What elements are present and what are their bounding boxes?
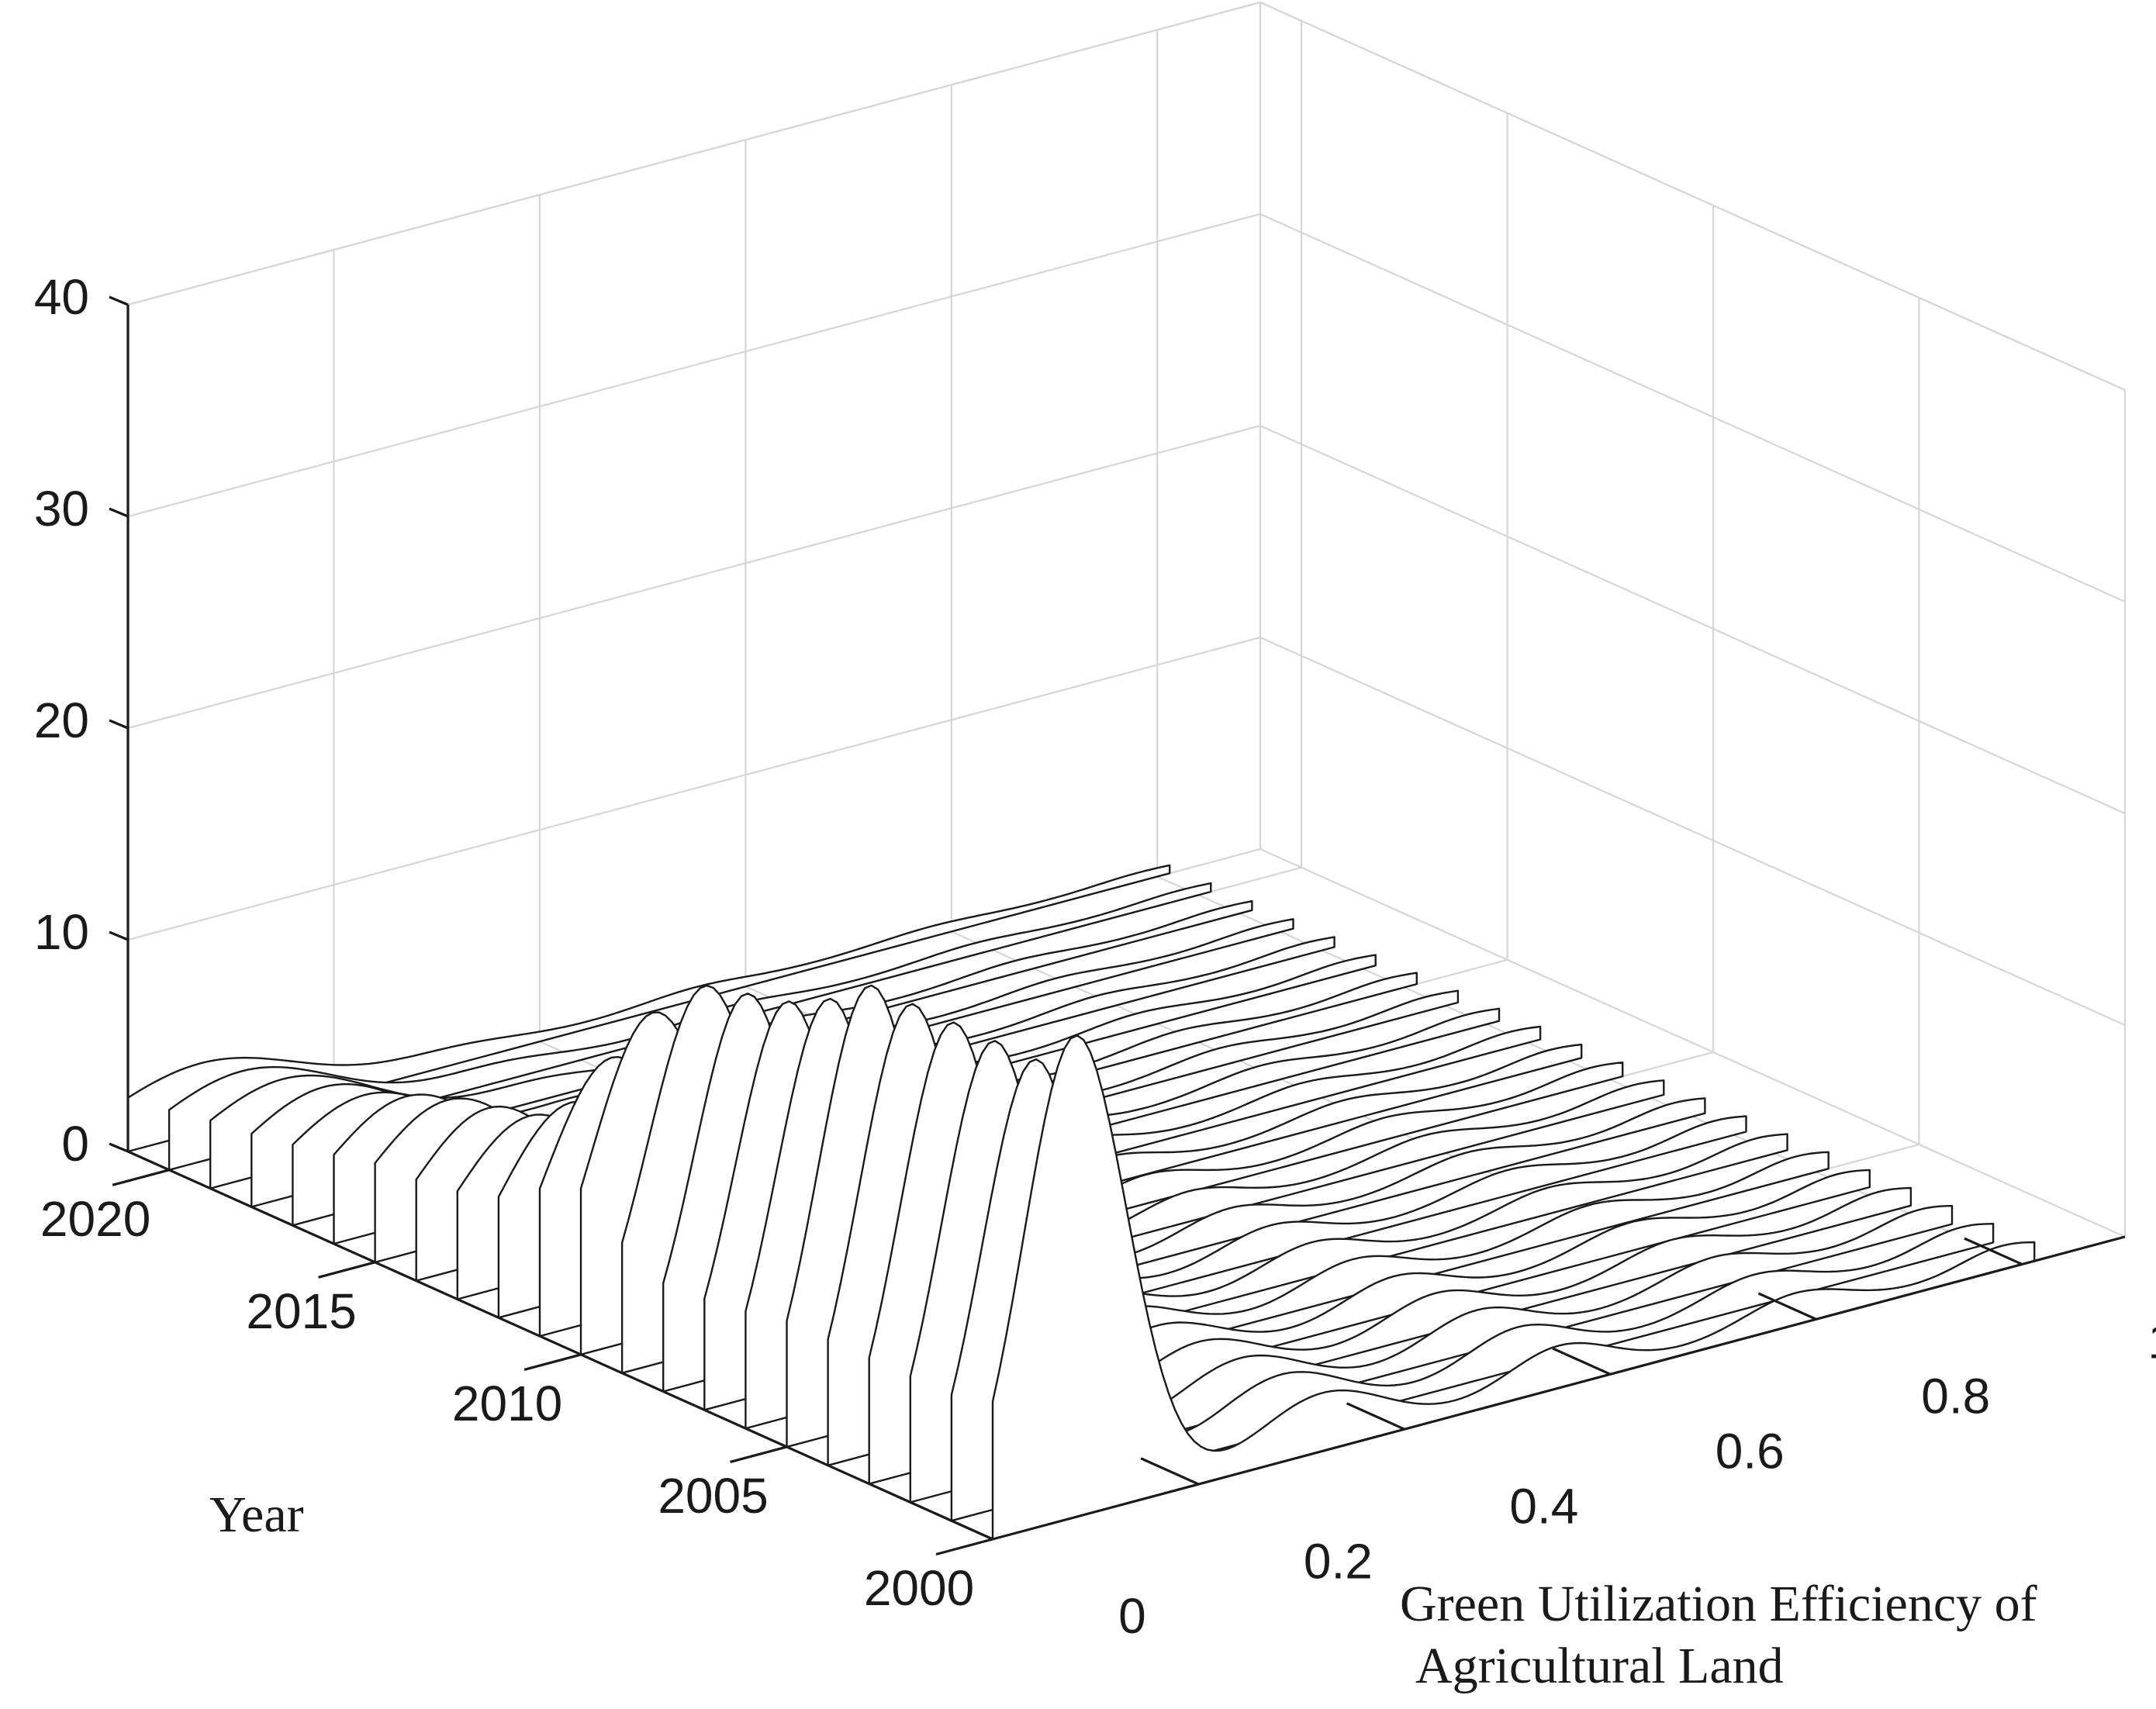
density-ridge-2000	[991, 1034, 2036, 1541]
z-tick-label: 20	[34, 692, 89, 748]
x-tick-label: 0.2	[1304, 1533, 1373, 1589]
density-ridge-2021	[126, 864, 1171, 1153]
x-tick-mark	[1140, 1457, 1200, 1486]
z-tick-mark	[109, 295, 129, 306]
x-tick-mark	[1552, 1347, 1612, 1376]
grid-line	[1259, 1, 2126, 392]
grid-line	[1259, 848, 2126, 1238]
z-tick-label: 0	[61, 1116, 89, 1172]
x-tick-label: 1	[2147, 1314, 2156, 1369]
x-tick-mark	[1964, 1237, 2023, 1265]
grid-line	[1259, 212, 2126, 603]
x-tick-mark	[1346, 1402, 1405, 1431]
grid-line	[127, 1, 1261, 306]
year-tick-label: 2010	[452, 1376, 562, 1431]
x-tick-label: 0.6	[1715, 1423, 1785, 1479]
axis-labels: Year Green Utilization Efficiency of Agri…	[209, 1486, 2037, 1694]
grid-line	[127, 212, 1261, 518]
x-axis-label-line: Agricultural Land	[1415, 1638, 1784, 1694]
z-tick-label: 40	[34, 269, 89, 325]
year-tick-label: 2020	[40, 1191, 150, 1247]
z-tick-mark	[109, 507, 129, 518]
x-tick-label: 0	[1118, 1588, 1146, 1644]
z-tick-label: 10	[34, 904, 89, 960]
grid-line	[1259, 424, 2126, 815]
year-tick-label: 2005	[658, 1468, 768, 1524]
axis-layer: 0 0.2 0.4 0.6 0.8 1 2000 2005 2010 2015 2020 0 10 20 3…	[34, 269, 2156, 1644]
grid-line	[127, 424, 1261, 730]
z-tick-mark	[109, 719, 129, 730]
grid-line	[127, 636, 1261, 941]
x-tick-mark	[935, 1512, 993, 1541]
year-tick-label: 2000	[864, 1560, 974, 1616]
x-tick-label: 0.4	[1509, 1478, 1578, 1534]
x-axis-label-line: Green Utilization Efficiency of	[1400, 1576, 2037, 1632]
year-tick-mark	[935, 1538, 993, 1556]
year-tick-label: 2015	[246, 1283, 356, 1339]
year-tick-mark	[730, 1445, 787, 1463]
y-axis-label: Year	[209, 1486, 304, 1543]
x-axis-label: Green Utilization Efficiency of Agricultu…	[1400, 1576, 2037, 1694]
z-tick-label: 30	[34, 481, 89, 537]
year-tick-mark	[112, 1169, 170, 1186]
year-tick-mark	[318, 1261, 375, 1279]
year-tick-mark	[523, 1353, 582, 1371]
z-tick-mark	[109, 930, 129, 941]
ridge-layer	[126, 864, 2036, 1541]
x-tick-label: 0.8	[1921, 1369, 1990, 1424]
grid-line	[1259, 636, 2126, 1027]
x-axis-line	[992, 1235, 2126, 1541]
x-tick-mark	[1757, 1292, 1817, 1321]
z-tick-mark	[109, 1142, 129, 1153]
year-axis-line	[127, 1150, 993, 1541]
